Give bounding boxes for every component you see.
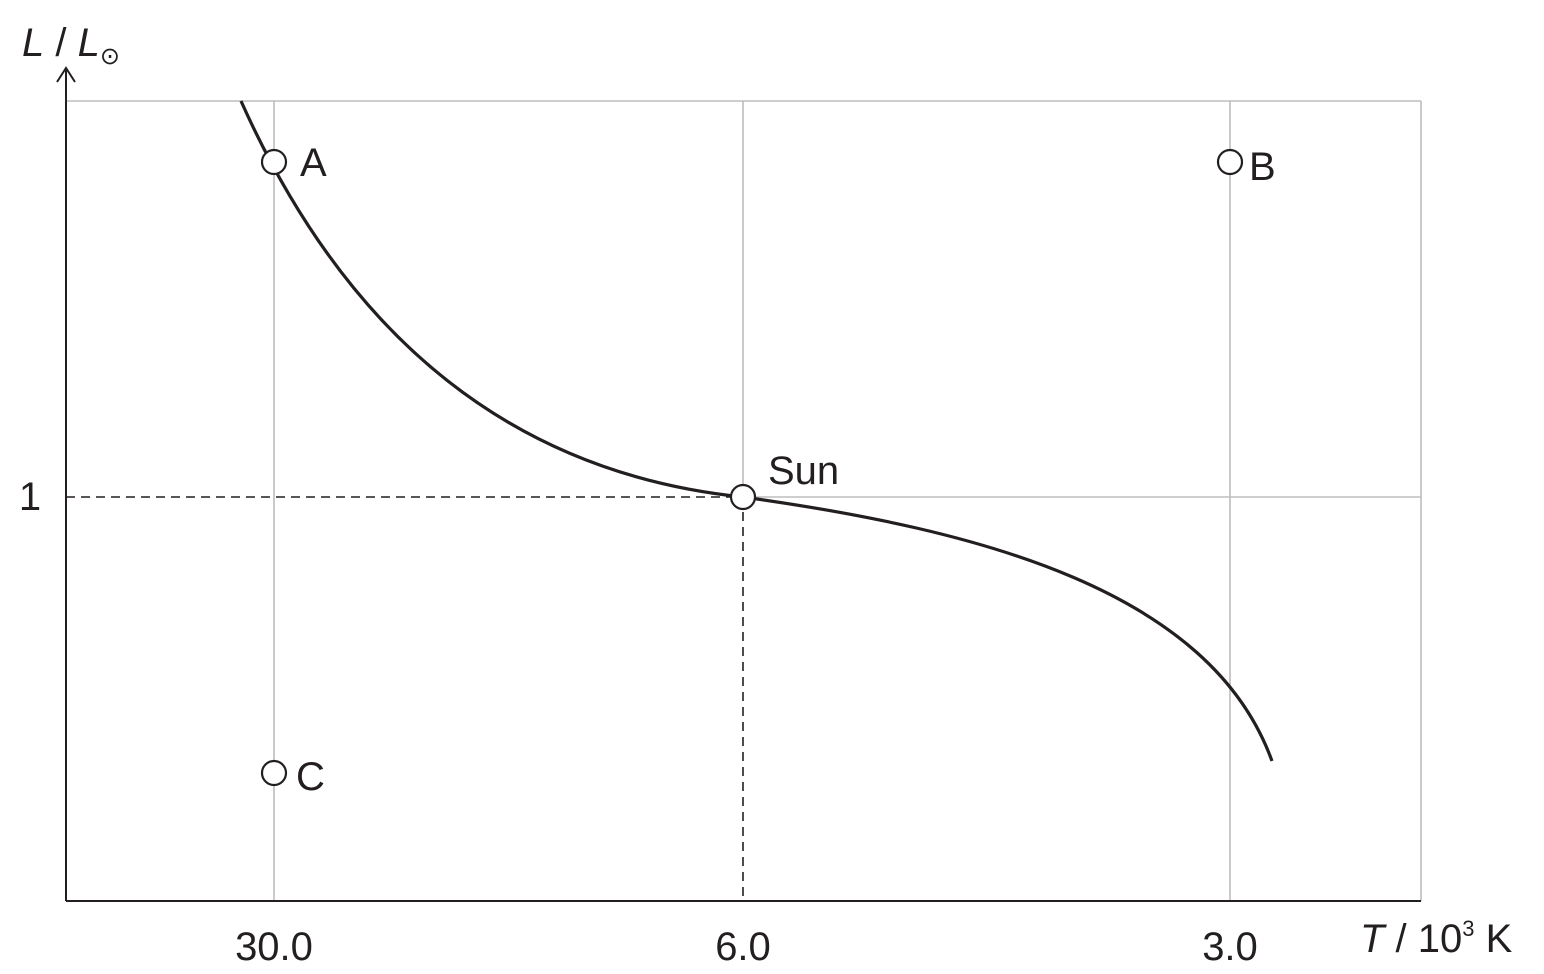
point-label-b: B bbox=[1249, 145, 1276, 189]
point-label-c: C bbox=[296, 755, 325, 799]
y-axis-label-sep: / bbox=[44, 21, 77, 65]
x-axis-label: T / 103 K bbox=[1360, 916, 1513, 961]
axes bbox=[56, 66, 1421, 902]
x-axis-label-unit: K bbox=[1475, 917, 1513, 961]
x-tick-label-6: 6.0 bbox=[715, 925, 771, 969]
point-a bbox=[260, 148, 288, 176]
series-curve bbox=[239, 100, 1274, 762]
point-label-sun: Sun bbox=[768, 449, 839, 493]
x-axis-label-exponent: 3 bbox=[1462, 916, 1474, 941]
x-axis-label-t: T bbox=[1360, 917, 1387, 961]
x-axis-label-scale: / 10 bbox=[1384, 917, 1462, 961]
point-label-a: A bbox=[300, 141, 327, 185]
y-axis-arrow bbox=[56, 66, 76, 83]
y-axis-label-l-sun: L bbox=[78, 21, 100, 65]
y-axis-label-l: L bbox=[22, 21, 44, 65]
y-axis-label: L / L⊙ bbox=[22, 21, 120, 70]
point-c bbox=[260, 759, 288, 787]
grid bbox=[66, 100, 1422, 901]
y-axis-label-sun-symbol: ⊙ bbox=[100, 43, 120, 70]
point-sun bbox=[729, 483, 757, 511]
point-b bbox=[1216, 148, 1244, 176]
x-tick-label-30: 30.0 bbox=[235, 925, 313, 969]
y-tick-label-1: 1 bbox=[19, 475, 41, 519]
x-tick-label-3: 3.0 bbox=[1202, 925, 1258, 969]
